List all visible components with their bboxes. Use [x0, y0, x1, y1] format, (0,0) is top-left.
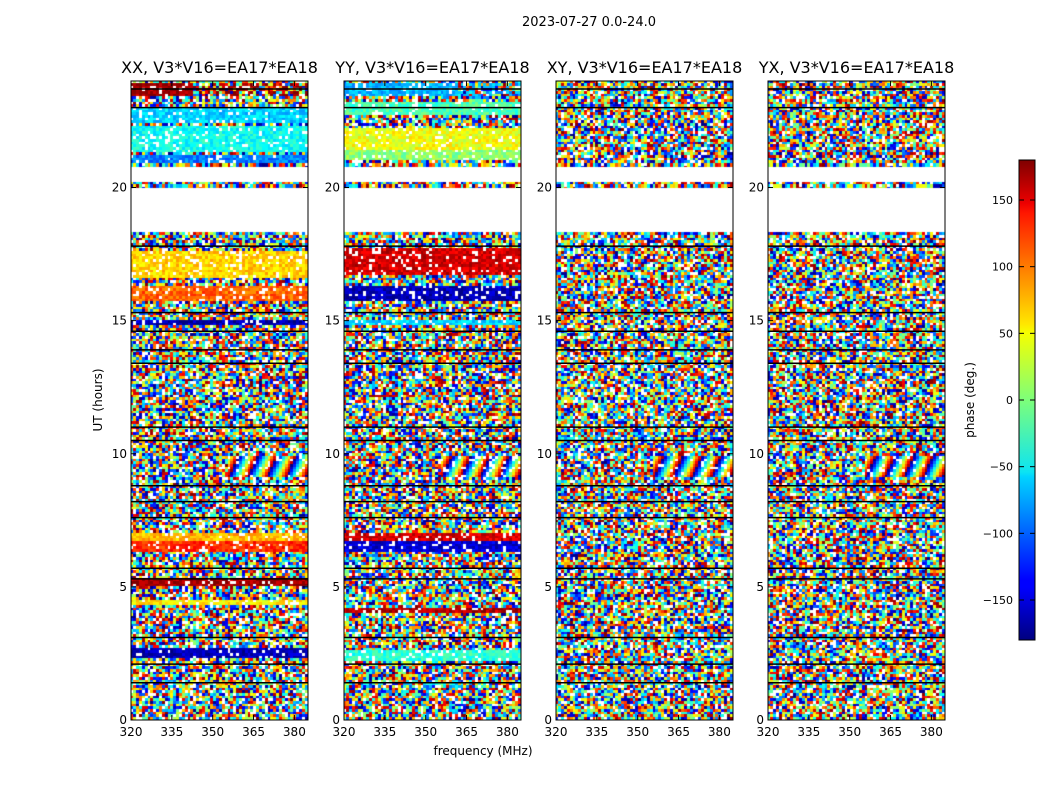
- colorbar-tick-label: −50: [990, 461, 1013, 474]
- x-tick-label: 350: [626, 725, 649, 739]
- x-tick-label: 335: [797, 725, 820, 739]
- x-tick-label: 320: [545, 725, 568, 739]
- x-tick-label: 380: [496, 725, 519, 739]
- panel-4: YX, V3*V16=EA17*EA18 320 335 350 365 380 0 5 10 1…: [749, 58, 955, 739]
- panel-frame: [130, 80, 309, 721]
- heatmap-canvas: [768, 81, 945, 720]
- heatmap-canvas: [131, 81, 308, 720]
- x-tick-label: 365: [667, 725, 690, 739]
- x-tick-label: 365: [455, 725, 478, 739]
- y-tick-label: 15: [537, 314, 552, 328]
- colorbar-label: phase (deg.): [963, 362, 977, 438]
- panels: XX, V3*V16=EA17*EA18 320 335 350 365 380 0 5 10 1…: [112, 58, 955, 739]
- y-axis-label: UT (hours): [91, 368, 105, 431]
- panel-2: YY, V3*V16=EA17*EA18 320 335 350 365 380 0 5 10 1…: [325, 58, 530, 739]
- x-axis-label: frequency (MHz): [433, 744, 532, 758]
- x-tick-label: 350: [414, 725, 437, 739]
- x-tick-label: 335: [160, 725, 183, 739]
- y-tick-label: 0: [756, 713, 764, 727]
- y-tick-label: 5: [756, 580, 764, 594]
- colorbar-tick-label: 150: [992, 194, 1013, 207]
- panel-title: XY, V3*V16=EA17*EA18: [547, 58, 743, 77]
- x-tick-label: 380: [283, 725, 306, 739]
- colorbar-tick-label: −100: [983, 527, 1013, 540]
- x-tick-label: 365: [242, 725, 265, 739]
- panel-1: XX, V3*V16=EA17*EA18 320 335 350 365 380 0 5 10 1…: [112, 58, 318, 739]
- y-tick-label: 15: [325, 314, 340, 328]
- x-tick-label: 350: [838, 725, 861, 739]
- x-tick-label: 335: [585, 725, 608, 739]
- colorbar: 150 100 50 0 −50 −100 −150 phase (deg.): [963, 159, 1036, 641]
- x-tick-label: 380: [708, 725, 731, 739]
- x-tick-label: 365: [879, 725, 902, 739]
- y-tick-label: 20: [325, 181, 340, 195]
- y-tick-label: 10: [325, 447, 340, 461]
- panel-4-heatmap: [768, 81, 945, 720]
- y-tick-label: 20: [537, 181, 552, 195]
- panel-frame: [343, 80, 522, 721]
- panel-frame: [555, 80, 734, 721]
- panel-1-heatmap: [131, 81, 308, 720]
- heatmap-canvas: [344, 81, 521, 720]
- colorbar-tick-label: 100: [992, 261, 1013, 274]
- figure-title: 2023-07-27 0.0-24.0: [522, 15, 656, 30]
- x-tick-label: 380: [920, 725, 943, 739]
- colorbar-ticks: 150 100 50 0 −50 −100 −150: [983, 194, 1035, 607]
- y-tick-label: 10: [749, 447, 764, 461]
- y-tick-label: 0: [119, 713, 127, 727]
- panel-3-heatmap: [556, 81, 733, 720]
- y-tick-label: 10: [112, 447, 127, 461]
- colorbar-tick-label: 0: [1006, 394, 1013, 407]
- heatmap-canvas: [556, 81, 733, 720]
- y-tick-label: 10: [537, 447, 552, 461]
- x-tick-label: 320: [120, 725, 143, 739]
- colorbar-tick-label: −150: [983, 594, 1013, 607]
- y-tick-label: 0: [332, 713, 340, 727]
- panel-title: YY, V3*V16=EA17*EA18: [334, 58, 529, 77]
- panel-title: XX, V3*V16=EA17*EA18: [121, 58, 318, 77]
- y-tick-label: 15: [749, 314, 764, 328]
- panel-3: XY, V3*V16=EA17*EA18 320 335 350 365 380 0 5 10 1…: [537, 58, 743, 739]
- panel-frame: [767, 80, 946, 721]
- y-tick-label: 5: [332, 580, 340, 594]
- y-tick-label: 20: [749, 181, 764, 195]
- y-tick-label: 15: [112, 314, 127, 328]
- x-tick-label: 320: [333, 725, 356, 739]
- panel-2-heatmap: [344, 81, 521, 720]
- x-tick-label: 350: [201, 725, 224, 739]
- panel-title: YX, V3*V16=EA17*EA18: [758, 58, 955, 77]
- y-tick-label: 5: [119, 580, 127, 594]
- x-tick-label: 335: [373, 725, 396, 739]
- y-tick-label: 0: [544, 713, 552, 727]
- y-tick-label: 20: [112, 181, 127, 195]
- x-tick-label: 320: [757, 725, 780, 739]
- colorbar-tick-label: 50: [999, 327, 1013, 340]
- y-tick-label: 5: [544, 580, 552, 594]
